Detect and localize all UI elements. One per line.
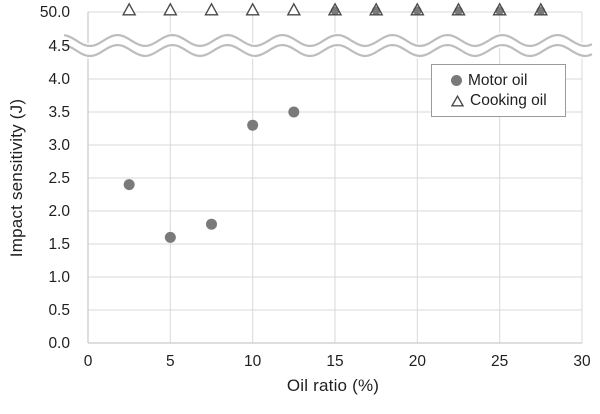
y-tick-label: 3.5 <box>48 104 70 121</box>
y-tick-label: 0.0 <box>48 335 70 352</box>
cooking-oil-point-fill <box>246 3 259 15</box>
axis-break-wave <box>63 33 593 48</box>
x-tick-label: 30 <box>573 353 591 370</box>
legend-label: Motor oil <box>468 71 528 89</box>
y-tick-label: 1.5 <box>48 236 70 253</box>
cooking-oil-point <box>327 2 343 16</box>
y-tick-label: 2.5 <box>48 170 70 187</box>
y-tick-label: 4.0 <box>48 71 70 88</box>
cooking-oil-point <box>533 2 549 16</box>
motor-oil-point <box>247 119 259 131</box>
cooking-oil-point-fill <box>287 3 300 15</box>
x-tick-label: 10 <box>244 353 262 370</box>
motor-oil-point <box>330 6 340 16</box>
cooking-oil-point <box>245 2 260 16</box>
cooking-oil-point-fill <box>164 3 177 15</box>
motor-oil-point <box>371 6 381 16</box>
cooking-oil-point <box>451 2 466 16</box>
y-tick-label: 3.0 <box>48 137 70 154</box>
x-axis-title: Oil ratio (%) <box>286 376 380 395</box>
legend-item-cooking-oil: Cooking oil <box>451 93 565 109</box>
cooking-oil-point <box>163 2 178 16</box>
cooking-oil-point <box>410 2 425 16</box>
motor-oil-point <box>454 6 463 16</box>
x-tick-label: 0 <box>84 353 93 370</box>
cooking-oil-point <box>204 2 219 16</box>
motor-oil-point <box>164 231 176 243</box>
y-tick-label: 0.5 <box>48 302 70 319</box>
y-tick-label: 4.5 <box>48 38 70 55</box>
axis-break-wave <box>63 43 593 58</box>
cooking-oil-point <box>121 2 137 16</box>
x-tick-label: 20 <box>409 353 427 370</box>
legend-item-motor-oil: Motor oil <box>451 71 565 89</box>
y-tick-label: 2.0 <box>48 203 70 220</box>
motor-oil-point <box>495 6 504 16</box>
legend: Motor oil Cooking oil <box>431 64 566 117</box>
y-axis-title: Impact sensitivity (J) <box>7 98 26 258</box>
axis-break-mask <box>62 32 595 59</box>
x-tick-label: 15 <box>326 353 343 370</box>
y-tick-label: 1.0 <box>48 269 70 286</box>
cooking-oil-point <box>368 2 384 16</box>
motor-oil-marker-icon <box>451 74 462 86</box>
motor-oil-point <box>288 106 300 118</box>
cooking-oil-point-fill <box>205 3 218 15</box>
motor-oil-point <box>123 179 135 191</box>
motor-oil-point <box>536 6 546 16</box>
motor-oil-point <box>413 6 422 16</box>
cooking-oil-point-fill <box>123 3 136 15</box>
y-tick-label-break: 50.0 <box>40 4 71 21</box>
cooking-oil-point <box>286 2 302 16</box>
motor-oil-point <box>206 218 217 230</box>
x-tick-label: 25 <box>491 353 508 370</box>
cooking-oil-point <box>492 2 507 16</box>
legend-label: Cooking oil <box>470 92 547 109</box>
cooking-oil-marker-icon <box>451 94 464 107</box>
x-tick-label: 5 <box>166 353 175 370</box>
